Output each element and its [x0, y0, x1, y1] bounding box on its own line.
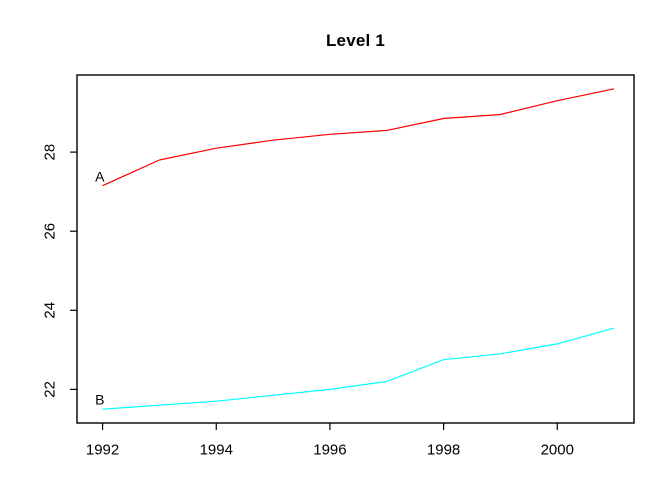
- series-a-line: [102, 88, 615, 187]
- y-axis-tick-label: 24: [42, 302, 59, 319]
- y-axis-tick-label: 28: [42, 144, 59, 161]
- series-b-line: [102, 327, 615, 410]
- plot-frame: [76, 74, 635, 424]
- x-axis-tick-label: 1998: [427, 442, 460, 459]
- x-axis-tick-label: 1994: [200, 442, 233, 459]
- x-axis-tick-label: 2000: [541, 442, 574, 459]
- chart-title: Level 1: [325, 31, 386, 50]
- series-a-label: A: [95, 169, 105, 185]
- x-axis-tick-label: 1992: [86, 442, 119, 459]
- y-axis-tick-label: 22: [42, 381, 59, 398]
- y-axis-tick-label: 26: [42, 223, 59, 240]
- x-axis-tick-label: 1996: [313, 442, 346, 459]
- series-b-label: B: [95, 391, 104, 407]
